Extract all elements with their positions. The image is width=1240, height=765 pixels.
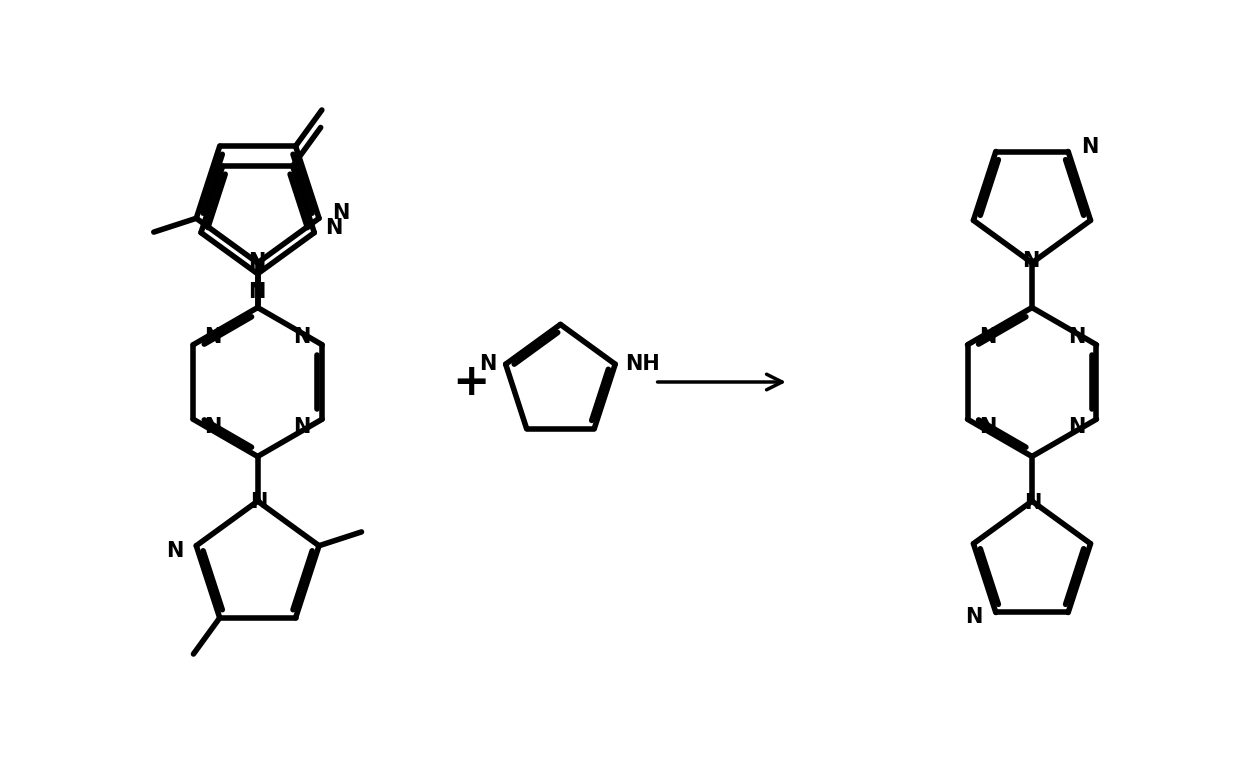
Text: N: N: [248, 282, 265, 301]
Text: N: N: [166, 541, 184, 561]
Text: N: N: [205, 417, 222, 437]
Text: N: N: [1081, 137, 1099, 157]
Text: N: N: [1024, 493, 1042, 513]
Text: N: N: [978, 417, 996, 437]
Text: N: N: [1068, 327, 1085, 347]
Text: N: N: [205, 327, 222, 347]
Text: NH: NH: [626, 354, 661, 374]
Text: N: N: [1022, 251, 1039, 271]
Text: N: N: [248, 252, 265, 272]
Text: N: N: [1068, 417, 1085, 437]
Text: N: N: [978, 327, 996, 347]
Text: N: N: [250, 492, 268, 512]
Text: N: N: [294, 327, 311, 347]
Text: N: N: [325, 218, 342, 238]
Text: N: N: [332, 203, 350, 223]
Text: N: N: [965, 607, 982, 627]
Text: N: N: [479, 354, 496, 374]
Text: N: N: [294, 417, 311, 437]
Text: +: +: [453, 360, 490, 403]
